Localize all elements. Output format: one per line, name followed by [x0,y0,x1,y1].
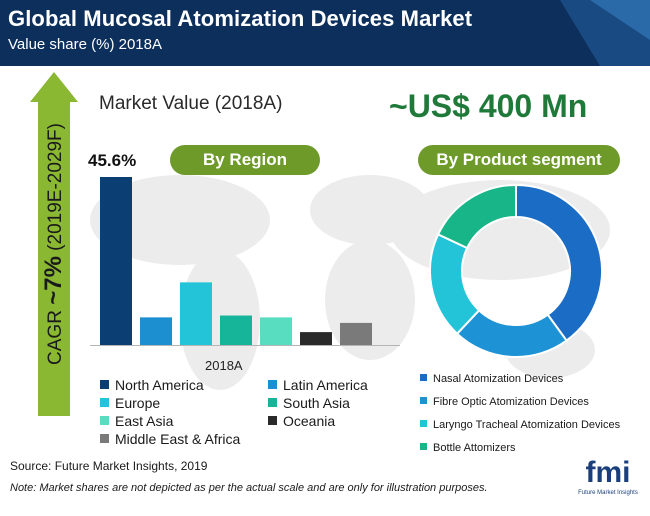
bar-oceania [300,332,332,345]
pill-by-region: By Region [170,145,320,175]
legend-item-north-america: North America [100,377,204,393]
bar-data-label-north-america: 45.6% [88,151,136,170]
donut-slice-nasal-atomization-devices [515,183,603,342]
page-title: Global Mucosal Atomization Devices Marke… [8,6,473,31]
legend-item-east-asia: East Asia [100,413,173,429]
bar-south-asia [220,315,252,345]
cagr-arrow [30,72,78,416]
legend-label: South Asia [283,395,350,411]
note-text: Note: Market shares are not depicted as … [10,482,488,494]
legend-label: Bottle Attomizers [433,442,516,454]
bar-north-america [100,177,132,345]
pill-by-product: By Product segment [418,145,620,175]
product-legend-item-fibre-optic-atomization-devices: Fibre Optic Atomization Devices [420,396,589,408]
legend-label: Latin America [283,377,368,393]
bar-chart-x-label: 2018A [205,358,243,373]
legend-swatch [268,380,277,389]
legend-swatch [420,443,427,450]
page-subtitle: Value share (%) 2018A [8,36,162,53]
legend-label: Fibre Optic Atomization Devices [433,396,589,408]
legend-swatch [420,420,427,427]
region-bar-chart: 45.6% [88,151,400,346]
legend-swatch [100,434,109,443]
legend-item-latin-america: Latin America [268,377,368,393]
legend-swatch [100,380,109,389]
legend-swatch [268,416,277,425]
fmi-logo: fmi Future Market Insights [574,452,642,500]
bar-europe [180,282,212,345]
legend-label: Nasal Atomization Devices [433,373,564,385]
legend-swatch [420,397,427,404]
product-legend-item-bottle-attomizers: Bottle Attomizers [420,442,516,454]
bar-middle-east-and-africa [340,322,372,345]
product-donut-chart [429,183,603,358]
bar-east-asia [260,317,292,345]
legend-label: East Asia [115,413,174,429]
legend-label: Oceania [283,413,336,429]
source-text: Source: Future Market Insights, 2019 [10,459,208,473]
legend-item-south-asia: South Asia [268,395,350,411]
cagr-value: ~7% [40,256,67,305]
legend-swatch [100,398,109,407]
product-legend-item-laryngo-tracheal-atomization-devices: Laryngo Tracheal Atomization Devices [420,419,620,431]
donut-slice-laryngo-tracheal-atomization-devices [429,233,481,336]
market-value-title: Market Value (2018A) [99,93,283,114]
product-legend-item-nasal-atomization-devices: Nasal Atomization Devices [420,373,563,385]
legend-label: Middle East & Africa [115,431,241,447]
cagr-period: (2019E-2029F) [45,123,66,257]
headline-value: ~US$ 400 Mn [389,88,588,124]
legend-swatch [268,398,277,407]
legend-label: Europe [115,395,161,411]
logo-text: fmi [585,456,631,489]
legend-swatch [420,374,427,381]
cagr-prefix: CAGR [45,304,66,365]
legend-item-oceania: Oceania [268,413,335,429]
header-banner: Global Mucosal Atomization Devices Marke… [0,0,650,66]
legend-item-europe: Europe [100,395,160,411]
legend-item-middle-east-and-africa: Middle East & Africa [100,431,240,447]
header-background [0,0,650,66]
legend-label: Laryngo Tracheal Atomization Devices [433,419,621,431]
bar-latin-america [140,317,172,345]
legend-swatch [100,416,109,425]
donut-slice-bottle-attomizers [436,183,517,250]
legend-label: North America [115,377,204,393]
logo-subtext: Future Market Insights [578,490,638,496]
cagr-label: CAGR ~7% (2019E-2029F) [40,123,68,365]
